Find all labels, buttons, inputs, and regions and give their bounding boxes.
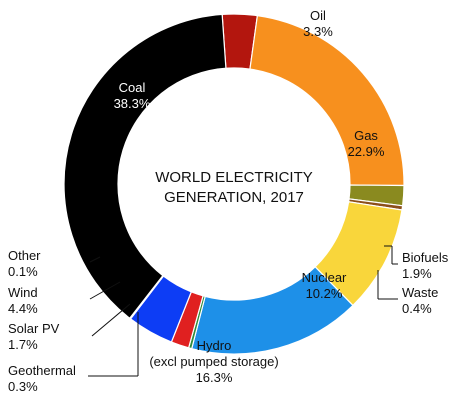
- label-waste: Waste 0.4%: [402, 285, 438, 316]
- label-oil: Oil 3.3%: [303, 8, 333, 39]
- leader-wind-0: [89, 281, 121, 300]
- label-geothermal: Geothermal 0.3%: [8, 363, 76, 394]
- slice-labels: Oil 3.3% Gas 22.9% Biofuels 1.9% Waste 0.4% Nucl…: [8, 8, 449, 394]
- slice-gas: [249, 14, 405, 187]
- label-coal: Coal 38.3%: [114, 80, 151, 111]
- leader-solar-pv-0: [91, 303, 131, 337]
- label-wind: Wind 4.4%: [8, 285, 38, 316]
- label-solar-pv: Solar PV 1.7%: [8, 321, 60, 352]
- chart-title: WORLD ELECTRICITY GENERATION, 2017: [155, 169, 313, 206]
- label-biofuels: Biofuels 1.9%: [402, 250, 449, 281]
- leader-other-0: [89, 256, 101, 263]
- label-hydro: Hydro (excl pumped storage) 16.3%: [149, 338, 278, 385]
- label-gas: Gas 22.9%: [348, 128, 385, 159]
- leader-lines: [88, 245, 398, 377]
- label-other: Other 0.1%: [8, 248, 41, 279]
- slice-coal: [63, 13, 227, 320]
- label-nuclear: Nuclear 10.2%: [302, 270, 347, 301]
- donut-slices: [63, 13, 405, 355]
